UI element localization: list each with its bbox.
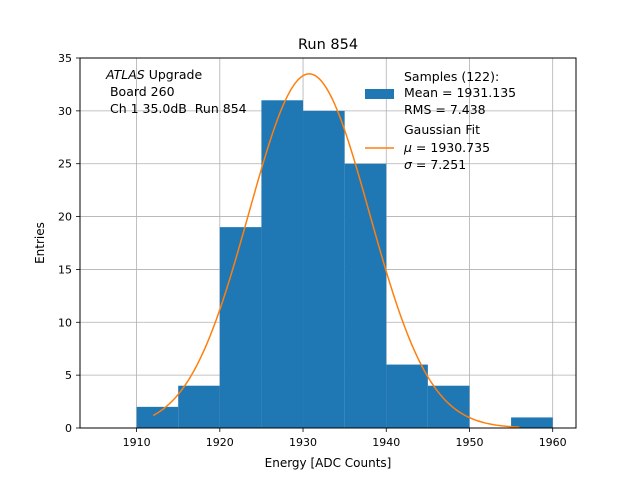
x-tick-label: 1960 bbox=[539, 436, 567, 449]
axes-frame bbox=[79, 57, 577, 429]
annotation-atlas: ATLAS bbox=[105, 67, 145, 82]
sigma-symbol: σ bbox=[404, 157, 413, 172]
legend-fit-title: Gaussian Fit bbox=[404, 122, 480, 137]
legend-samples-rms: RMS = 7.438 bbox=[404, 102, 486, 117]
histogram-bar bbox=[427, 385, 470, 428]
annotation-line-1: ATLAS Upgrade bbox=[105, 67, 202, 82]
mu-symbol: μ bbox=[403, 140, 412, 155]
x-tick-label: 1940 bbox=[372, 436, 400, 449]
x-tick-label: 1910 bbox=[123, 436, 151, 449]
y-tick-label: 0 bbox=[65, 422, 72, 435]
histogram-bar bbox=[178, 385, 220, 428]
y-tick-label: 35 bbox=[58, 52, 72, 65]
legend: Samples (122): Mean = 1931.135 RMS = 7.4… bbox=[365, 69, 516, 172]
y-axis-ticks: 0 5 10 15 20 25 30 35 bbox=[58, 52, 80, 435]
annotation-line-2: Board 260 bbox=[106, 84, 175, 99]
histogram-bar bbox=[261, 100, 304, 429]
histogram-bar bbox=[344, 163, 387, 428]
sigma-value: = 7.251 bbox=[412, 157, 466, 172]
x-tick-label: 1930 bbox=[289, 436, 317, 449]
legend-samples-title: Samples (122): bbox=[404, 69, 499, 84]
x-tick-label: 1950 bbox=[455, 436, 483, 449]
atlas-annotation: ATLAS Upgrade Board 260 Ch 1 35.0dB Run … bbox=[105, 67, 247, 116]
histogram-bars bbox=[136, 100, 553, 429]
legend-fit-sigma: σ = 7.251 bbox=[404, 157, 466, 172]
x-axis-ticks: 1910 1920 1930 1940 1950 1960 bbox=[123, 428, 567, 449]
y-axis-label: Entries bbox=[33, 222, 47, 264]
chart-title: Run 854 bbox=[298, 37, 358, 53]
y-tick-label: 20 bbox=[58, 211, 72, 224]
y-tick-label: 10 bbox=[58, 316, 72, 329]
legend-fit-mu: μ = 1930.735 bbox=[403, 140, 490, 155]
legend-samples-mean: Mean = 1931.135 bbox=[404, 85, 516, 100]
gaussian-fit-curve bbox=[152, 73, 520, 428]
mu-value: = 1930.735 bbox=[412, 140, 490, 155]
histogram-bar bbox=[303, 110, 345, 428]
histogram-bar bbox=[136, 406, 179, 428]
y-tick-label: 5 bbox=[65, 369, 72, 382]
histogram-bar bbox=[386, 364, 428, 428]
y-tick-label: 30 bbox=[58, 105, 72, 118]
y-tick-label: 15 bbox=[58, 263, 72, 276]
histogram-bar bbox=[219, 227, 262, 428]
y-tick-label: 25 bbox=[58, 158, 72, 171]
annotation-line-3: Ch 1 35.0dB Run 854 bbox=[106, 101, 247, 116]
legend-samples-swatch bbox=[365, 89, 394, 99]
annotation-upgrade: Upgrade bbox=[145, 67, 203, 82]
histogram-bar bbox=[511, 417, 553, 428]
x-axis-label: Energy [ADC Counts] bbox=[265, 456, 392, 470]
x-tick-label: 1920 bbox=[206, 436, 234, 449]
